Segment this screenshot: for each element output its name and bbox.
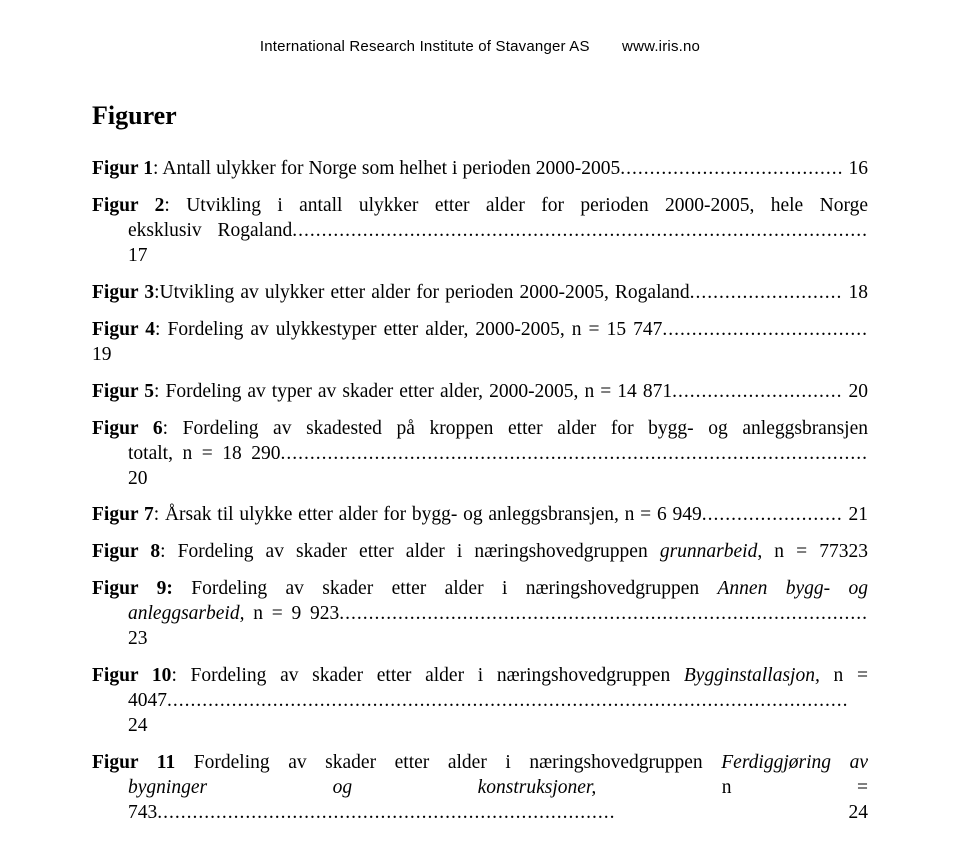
figure-text-line1: : Fordeling av skadested på kroppen ette…	[163, 418, 868, 439]
figure-text: : Fordeling av ulykkestyper etter alder,…	[155, 319, 662, 340]
leader-dots: ........................................…	[157, 802, 615, 823]
toc-entry: Figur 6: Fordeling av skadested på kropp…	[92, 417, 868, 492]
page-header: International Research Institute of Stav…	[92, 38, 868, 55]
figure-text-line2: eksklusiv Rogaland	[128, 220, 292, 241]
figure-label: Figur 10	[92, 665, 171, 686]
institute-name: International Research Institute of Stav…	[260, 38, 590, 55]
section-title: Figurer	[92, 101, 868, 131]
figure-text-line1-italic: Bygginstallasjon,	[684, 665, 834, 686]
leader-dots: ........................................…	[281, 443, 869, 464]
figure-text: : Antall ulykker for Norge som helhet i …	[153, 158, 620, 179]
toc-entry: Figur 2: Utvikling i antall ulykker ette…	[92, 194, 868, 269]
figure-text-line2: n = 9 923	[253, 603, 339, 624]
figure-label: Figur 4	[92, 319, 155, 340]
figure-label: Figur 6	[92, 418, 163, 439]
figure-text-line1-pre: Fordeling av skader etter alder i næring…	[173, 578, 718, 599]
page-number: 24	[128, 715, 148, 736]
figure-text-post: , n = 77323	[757, 541, 868, 562]
figure-text-italic: grunnarbeid	[660, 541, 758, 562]
document-page: International Research Institute of Stav…	[0, 0, 960, 858]
leader-dots: ........................................…	[292, 220, 868, 241]
figure-text-line2: 4047	[128, 690, 167, 711]
figure-text-line1-pre: : Fordeling av skader etter alder i næri…	[171, 665, 683, 686]
toc-entry: Figur 8: Fordeling av skader etter alder…	[92, 540, 868, 565]
toc-entry: Figur 10: Fordeling av skader etter alde…	[92, 664, 868, 739]
page-number: 19	[92, 344, 112, 365]
toc-entry: Figur 5: Fordeling av typer av skader et…	[92, 380, 868, 405]
figure-text-line1-pre: Fordeling av skader etter alder i næring…	[175, 752, 721, 773]
page-number: 20	[849, 381, 869, 402]
figure-text-line1-italic: Annen bygg- og	[718, 578, 869, 599]
figure-text-line1: : Utvikling i antall ulykker etter alder…	[164, 195, 868, 216]
figure-text: : Fordeling av typer av skader etter ald…	[154, 381, 672, 402]
leader-dots: ...................................	[662, 319, 868, 340]
figure-text: : Årsak til ulykke etter alder for bygg-…	[154, 504, 702, 525]
leader-dots: ........................	[702, 504, 843, 525]
figure-label: Figur 5	[92, 381, 154, 402]
figure-label: Figur 1	[92, 158, 153, 179]
figure-text-line1-italic: Ferdiggjøring av	[721, 752, 868, 773]
figure-label: Figur 2	[92, 195, 164, 216]
figure-label: Figur 3	[92, 282, 154, 303]
page-number: 16	[849, 158, 869, 179]
leader-dots: ........................................…	[339, 603, 868, 624]
figure-text-line2: totalt, n = 18 290	[128, 443, 281, 464]
figure-label: Figur 8	[92, 541, 160, 562]
toc-entry: Figur 11 Fordeling av skader etter alder…	[92, 751, 868, 826]
toc-entry: Figur 9: Fordeling av skader etter alder…	[92, 577, 868, 652]
page-number: 21	[849, 504, 869, 525]
leader-dots: ........................................…	[167, 690, 849, 711]
page-number: 17	[128, 245, 148, 266]
toc-entry: Figur 7: Årsak til ulykke etter alder fo…	[92, 503, 868, 528]
leader-dots: .............................	[672, 381, 842, 402]
leader-dots: ..........................	[690, 282, 843, 303]
figure-text-pre: : Fordeling av skader etter alder i næri…	[160, 541, 660, 562]
figure-text-line2-italic: anleggsarbeid,	[128, 603, 253, 624]
page-number: 24	[849, 802, 869, 823]
figure-text: :Utvikling av ulykker etter alder for pe…	[154, 282, 690, 303]
figure-text-line2-italic: bygninger og konstruksjoner,	[128, 777, 722, 798]
leader-dots: ......................................	[620, 158, 843, 179]
figure-text-line1-post: n =	[834, 665, 868, 686]
figure-label: Figur 11	[92, 752, 175, 773]
page-number: 18	[849, 282, 869, 303]
toc-entry: Figur 4: Fordeling av ulykkestyper etter…	[92, 318, 868, 368]
figure-label: Figur 9:	[92, 578, 173, 599]
toc-entry: Figur 1: Antall ulykker for Norge som he…	[92, 157, 868, 182]
figure-label: Figur 7	[92, 504, 154, 525]
page-number: 20	[128, 468, 148, 489]
page-number: 23	[128, 628, 148, 649]
header-url: www.iris.no	[622, 38, 700, 55]
toc-entry: Figur 3:Utvikling av ulykker etter alder…	[92, 281, 868, 306]
